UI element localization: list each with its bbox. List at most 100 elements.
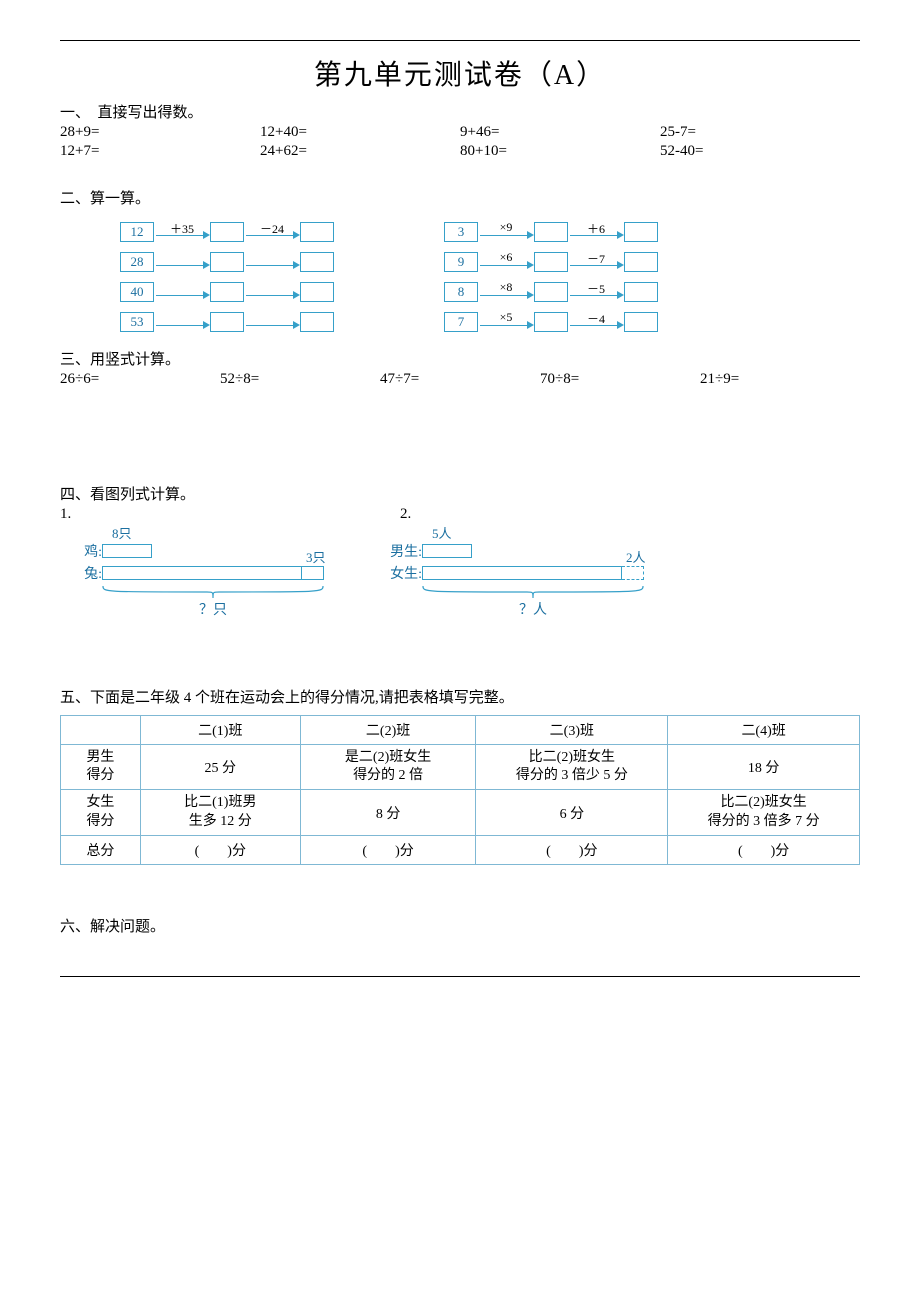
arrow-icon: －7 [568, 252, 624, 272]
flow-blank[interactable] [210, 312, 244, 332]
table-cell-blank[interactable]: ( )分 [476, 835, 668, 864]
eq: 52-40= [660, 143, 860, 160]
bar-row2-label: 女生: [380, 563, 422, 583]
row-label: 女生得分 [61, 790, 141, 835]
table-cell: 比二(2)班女生得分的 3 倍多 7 分 [668, 790, 860, 835]
table-cell: 18 分 [668, 745, 860, 790]
bar-segment-dashed [622, 566, 644, 580]
table-header: 二(2)班 [300, 716, 476, 745]
table-cell-blank[interactable]: ( )分 [300, 835, 476, 864]
eq: 24+62= [260, 143, 460, 160]
eq: 9+46= [460, 124, 660, 141]
bar-segment [252, 566, 302, 580]
arrow-icon [154, 312, 210, 332]
eq: 25-7= [660, 124, 860, 141]
bar-segment [522, 566, 572, 580]
flow-left: 12 ＋35 －24 28 40 53 [120, 214, 334, 340]
bar-question: ？人 [422, 599, 644, 619]
bar-row2-label: 兔: [60, 563, 102, 583]
arrow-icon: ×5 [478, 312, 534, 332]
arrow-icon [154, 282, 210, 302]
arrow-icon: －5 [568, 282, 624, 302]
bar-row1-label: 男生: [380, 541, 422, 561]
eq: 80+10= [460, 143, 660, 160]
eq: 12+7= [60, 143, 260, 160]
sec1-row1: 28+9= 12+40= 9+46= 25-7= [60, 124, 860, 141]
bar-segment [422, 544, 472, 558]
bar-diagram-2: 5人 2人 男生: 女生: ？人 [380, 525, 660, 619]
brace-icon [102, 585, 340, 599]
sec6-heading: 六、解决问题。 [60, 915, 860, 936]
brace-icon [422, 585, 660, 599]
arrow-icon [154, 252, 210, 272]
flow-blank[interactable] [534, 252, 568, 272]
flow-start: 53 [120, 312, 154, 332]
sec3-heading: 三、用竖式计算。 [60, 348, 860, 369]
arrow-icon [244, 312, 300, 332]
eq: 12+40= [260, 124, 460, 141]
arrow-icon: ×9 [478, 222, 534, 242]
bar-top-label: 8只 [112, 523, 132, 542]
bar-segment [422, 566, 472, 580]
flow-blank[interactable] [300, 252, 334, 272]
flow-start: 3 [444, 222, 478, 242]
row-label: 总分 [61, 835, 141, 864]
sec1-heading: 一、 直接写出得数。 [60, 101, 860, 122]
flow-diagrams: 12 ＋35 －24 28 40 53 [120, 214, 860, 340]
table-cell: 是二(2)班女生得分的 2 倍 [300, 745, 476, 790]
page-title: 第九单元测试卷（A） [60, 53, 860, 93]
table-cell-blank[interactable]: ( )分 [668, 835, 860, 864]
table-cell: 比二(1)班男生多 12 分 [140, 790, 300, 835]
eq: 52÷8= [220, 371, 380, 388]
bar-segment [472, 566, 522, 580]
table-row: 男生得分 25 分 是二(2)班女生得分的 2 倍 比二(2)班女生得分的 3 … [61, 745, 860, 790]
bar-end-label: 3只 [306, 547, 326, 566]
arrow-icon: －4 [568, 312, 624, 332]
flow-blank[interactable] [534, 222, 568, 242]
top-rule [60, 40, 860, 41]
arrow-icon: ＋35 [154, 222, 210, 242]
bar-segment [152, 566, 202, 580]
arrow-icon: ×6 [478, 252, 534, 272]
flow-blank[interactable] [624, 282, 658, 302]
flow-blank[interactable] [210, 222, 244, 242]
flow-blank[interactable] [300, 312, 334, 332]
bar-segment [102, 544, 152, 558]
sec2-heading: 二、算一算。 [60, 187, 860, 208]
score-table: 二(1)班 二(2)班 二(3)班 二(4)班 男生得分 25 分 是二(2)班… [60, 715, 860, 865]
flow-start: 40 [120, 282, 154, 302]
table-header [61, 716, 141, 745]
table-header: 二(1)班 [140, 716, 300, 745]
flow-blank[interactable] [534, 312, 568, 332]
sec4-num2: 2. [400, 506, 411, 523]
table-cell-blank[interactable]: ( )分 [140, 835, 300, 864]
flow-blank[interactable] [210, 252, 244, 272]
arrow-icon [244, 282, 300, 302]
table-cell: 比二(2)班女生得分的 3 倍少 5 分 [476, 745, 668, 790]
bar-end-label: 2人 [626, 547, 646, 566]
eq: 47÷7= [380, 371, 540, 388]
sec4-num1: 1. [60, 506, 360, 523]
arrow-icon [244, 252, 300, 272]
flow-blank[interactable] [624, 222, 658, 242]
flow-blank[interactable] [300, 222, 334, 242]
arrow-icon: ＋6 [568, 222, 624, 242]
table-header: 二(4)班 [668, 716, 860, 745]
flow-row: 12 ＋35 －24 [120, 220, 334, 244]
eq: 70÷8= [540, 371, 700, 388]
flow-blank[interactable] [300, 282, 334, 302]
bar-diagram-1: 8只 3只 鸡: 兔: ？只 [60, 525, 340, 619]
flow-row: 7 ×5 －4 [444, 310, 658, 334]
flow-blank[interactable] [534, 282, 568, 302]
bar-row1-label: 鸡: [60, 541, 102, 561]
flow-blank[interactable] [210, 282, 244, 302]
arrow-icon: ×8 [478, 282, 534, 302]
eq: 26÷6= [60, 371, 220, 388]
bar-question: ？只 [102, 599, 324, 619]
arrow-icon: －24 [244, 222, 300, 242]
eq: 28+9= [60, 124, 260, 141]
flow-blank[interactable] [624, 312, 658, 332]
flow-blank[interactable] [624, 252, 658, 272]
bar-segment [572, 566, 622, 580]
bar-segment [202, 566, 252, 580]
